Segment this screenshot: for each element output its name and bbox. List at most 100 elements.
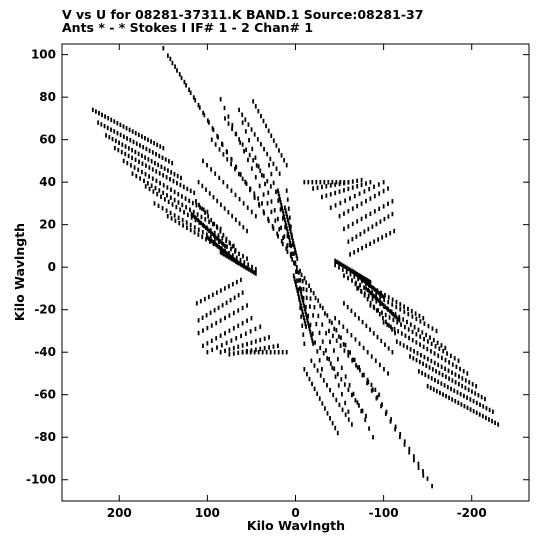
uv-point <box>155 152 157 157</box>
uv-point <box>318 396 321 401</box>
uv-point <box>276 188 279 193</box>
uv-point <box>403 442 406 447</box>
uv-point <box>205 313 208 318</box>
uv-point <box>281 208 284 214</box>
uv-point <box>354 270 357 276</box>
uv-point <box>283 158 286 163</box>
uv-point <box>309 288 312 293</box>
uv-point <box>440 364 443 370</box>
uv-point <box>135 173 138 179</box>
uv-point <box>457 381 460 387</box>
uv-point <box>471 382 474 387</box>
uv-point <box>162 145 165 151</box>
uv-point <box>181 194 183 199</box>
uv-point <box>419 319 422 324</box>
uv-point <box>386 322 389 327</box>
uv-point <box>208 219 211 224</box>
uv-point <box>290 232 293 237</box>
uv-point <box>387 299 390 305</box>
uv-point <box>352 269 355 275</box>
uv-point <box>240 333 242 339</box>
uv-point <box>377 298 380 303</box>
uv-point <box>199 205 202 210</box>
uv-point <box>494 420 496 426</box>
uv-point <box>421 370 423 376</box>
uv-point <box>137 151 140 157</box>
uv-point <box>419 342 421 347</box>
uv-point <box>369 241 372 247</box>
uv-point <box>162 46 165 51</box>
uv-point <box>249 268 252 273</box>
uv-point <box>255 163 258 168</box>
uv-point <box>387 295 390 300</box>
uv-point <box>253 191 256 196</box>
uv-point <box>344 400 347 406</box>
uv-point <box>225 300 228 305</box>
uv-point <box>261 350 264 355</box>
uv-point <box>431 483 433 489</box>
uv-point <box>283 214 286 220</box>
uv-point <box>380 338 383 344</box>
uv-point <box>250 127 253 132</box>
uv-point <box>403 309 406 314</box>
uv-point <box>313 305 316 310</box>
uv-point <box>425 332 428 338</box>
chart-subtitle: Ants * - * Stokes I IF# 1 - 2 Chan# 1 <box>62 20 313 35</box>
uv-point <box>357 276 360 282</box>
uv-point <box>391 199 394 204</box>
uv-point <box>334 258 337 264</box>
uv-point <box>219 333 222 338</box>
uv-point <box>351 278 353 283</box>
x-tick-label: 100 <box>195 506 220 520</box>
x-tick-label: -200 <box>457 506 487 520</box>
uv-point <box>378 206 381 212</box>
uv-point <box>381 301 383 306</box>
uv-point <box>399 431 402 437</box>
uv-point <box>158 153 161 159</box>
uv-point <box>481 413 484 419</box>
uv-point <box>232 345 235 351</box>
y-tick-label: 80 <box>39 90 56 104</box>
uv-point <box>467 387 470 392</box>
uv-point <box>134 130 137 136</box>
uv-point <box>238 261 240 266</box>
uv-point <box>292 273 295 278</box>
uv-point <box>384 312 387 318</box>
uv-point <box>407 311 410 317</box>
uv-point <box>437 379 440 385</box>
uv-point <box>181 202 184 208</box>
uv-point <box>376 334 379 340</box>
uv-point <box>426 346 429 352</box>
uv-point <box>444 345 447 351</box>
uv-point <box>250 209 253 215</box>
uv-point <box>203 223 206 229</box>
uv-point <box>177 200 180 205</box>
uv-point <box>415 316 418 322</box>
uv-point <box>376 289 379 295</box>
uv-point <box>368 426 371 431</box>
uv-point <box>295 282 297 287</box>
uv-point <box>220 141 223 146</box>
uv-point <box>246 228 248 234</box>
uv-point <box>202 207 205 212</box>
uv-point <box>395 339 398 344</box>
uv-point <box>195 301 198 306</box>
uv-point <box>274 218 277 223</box>
uv-point <box>286 217 289 222</box>
uv-point <box>137 167 140 172</box>
uv-point <box>364 276 367 282</box>
uv-point <box>224 315 226 321</box>
uv-point <box>287 206 290 211</box>
uv-point <box>252 99 255 104</box>
uv-point <box>342 342 345 347</box>
uv-point <box>218 244 221 250</box>
uv-point <box>224 116 226 121</box>
uv-point <box>317 313 320 319</box>
uv-point <box>451 378 454 383</box>
uv-point <box>140 153 143 158</box>
uv-point <box>337 260 340 266</box>
uv-point <box>451 362 454 367</box>
uv-point <box>189 90 192 95</box>
uv-point <box>295 285 298 290</box>
uv-point <box>211 347 214 353</box>
